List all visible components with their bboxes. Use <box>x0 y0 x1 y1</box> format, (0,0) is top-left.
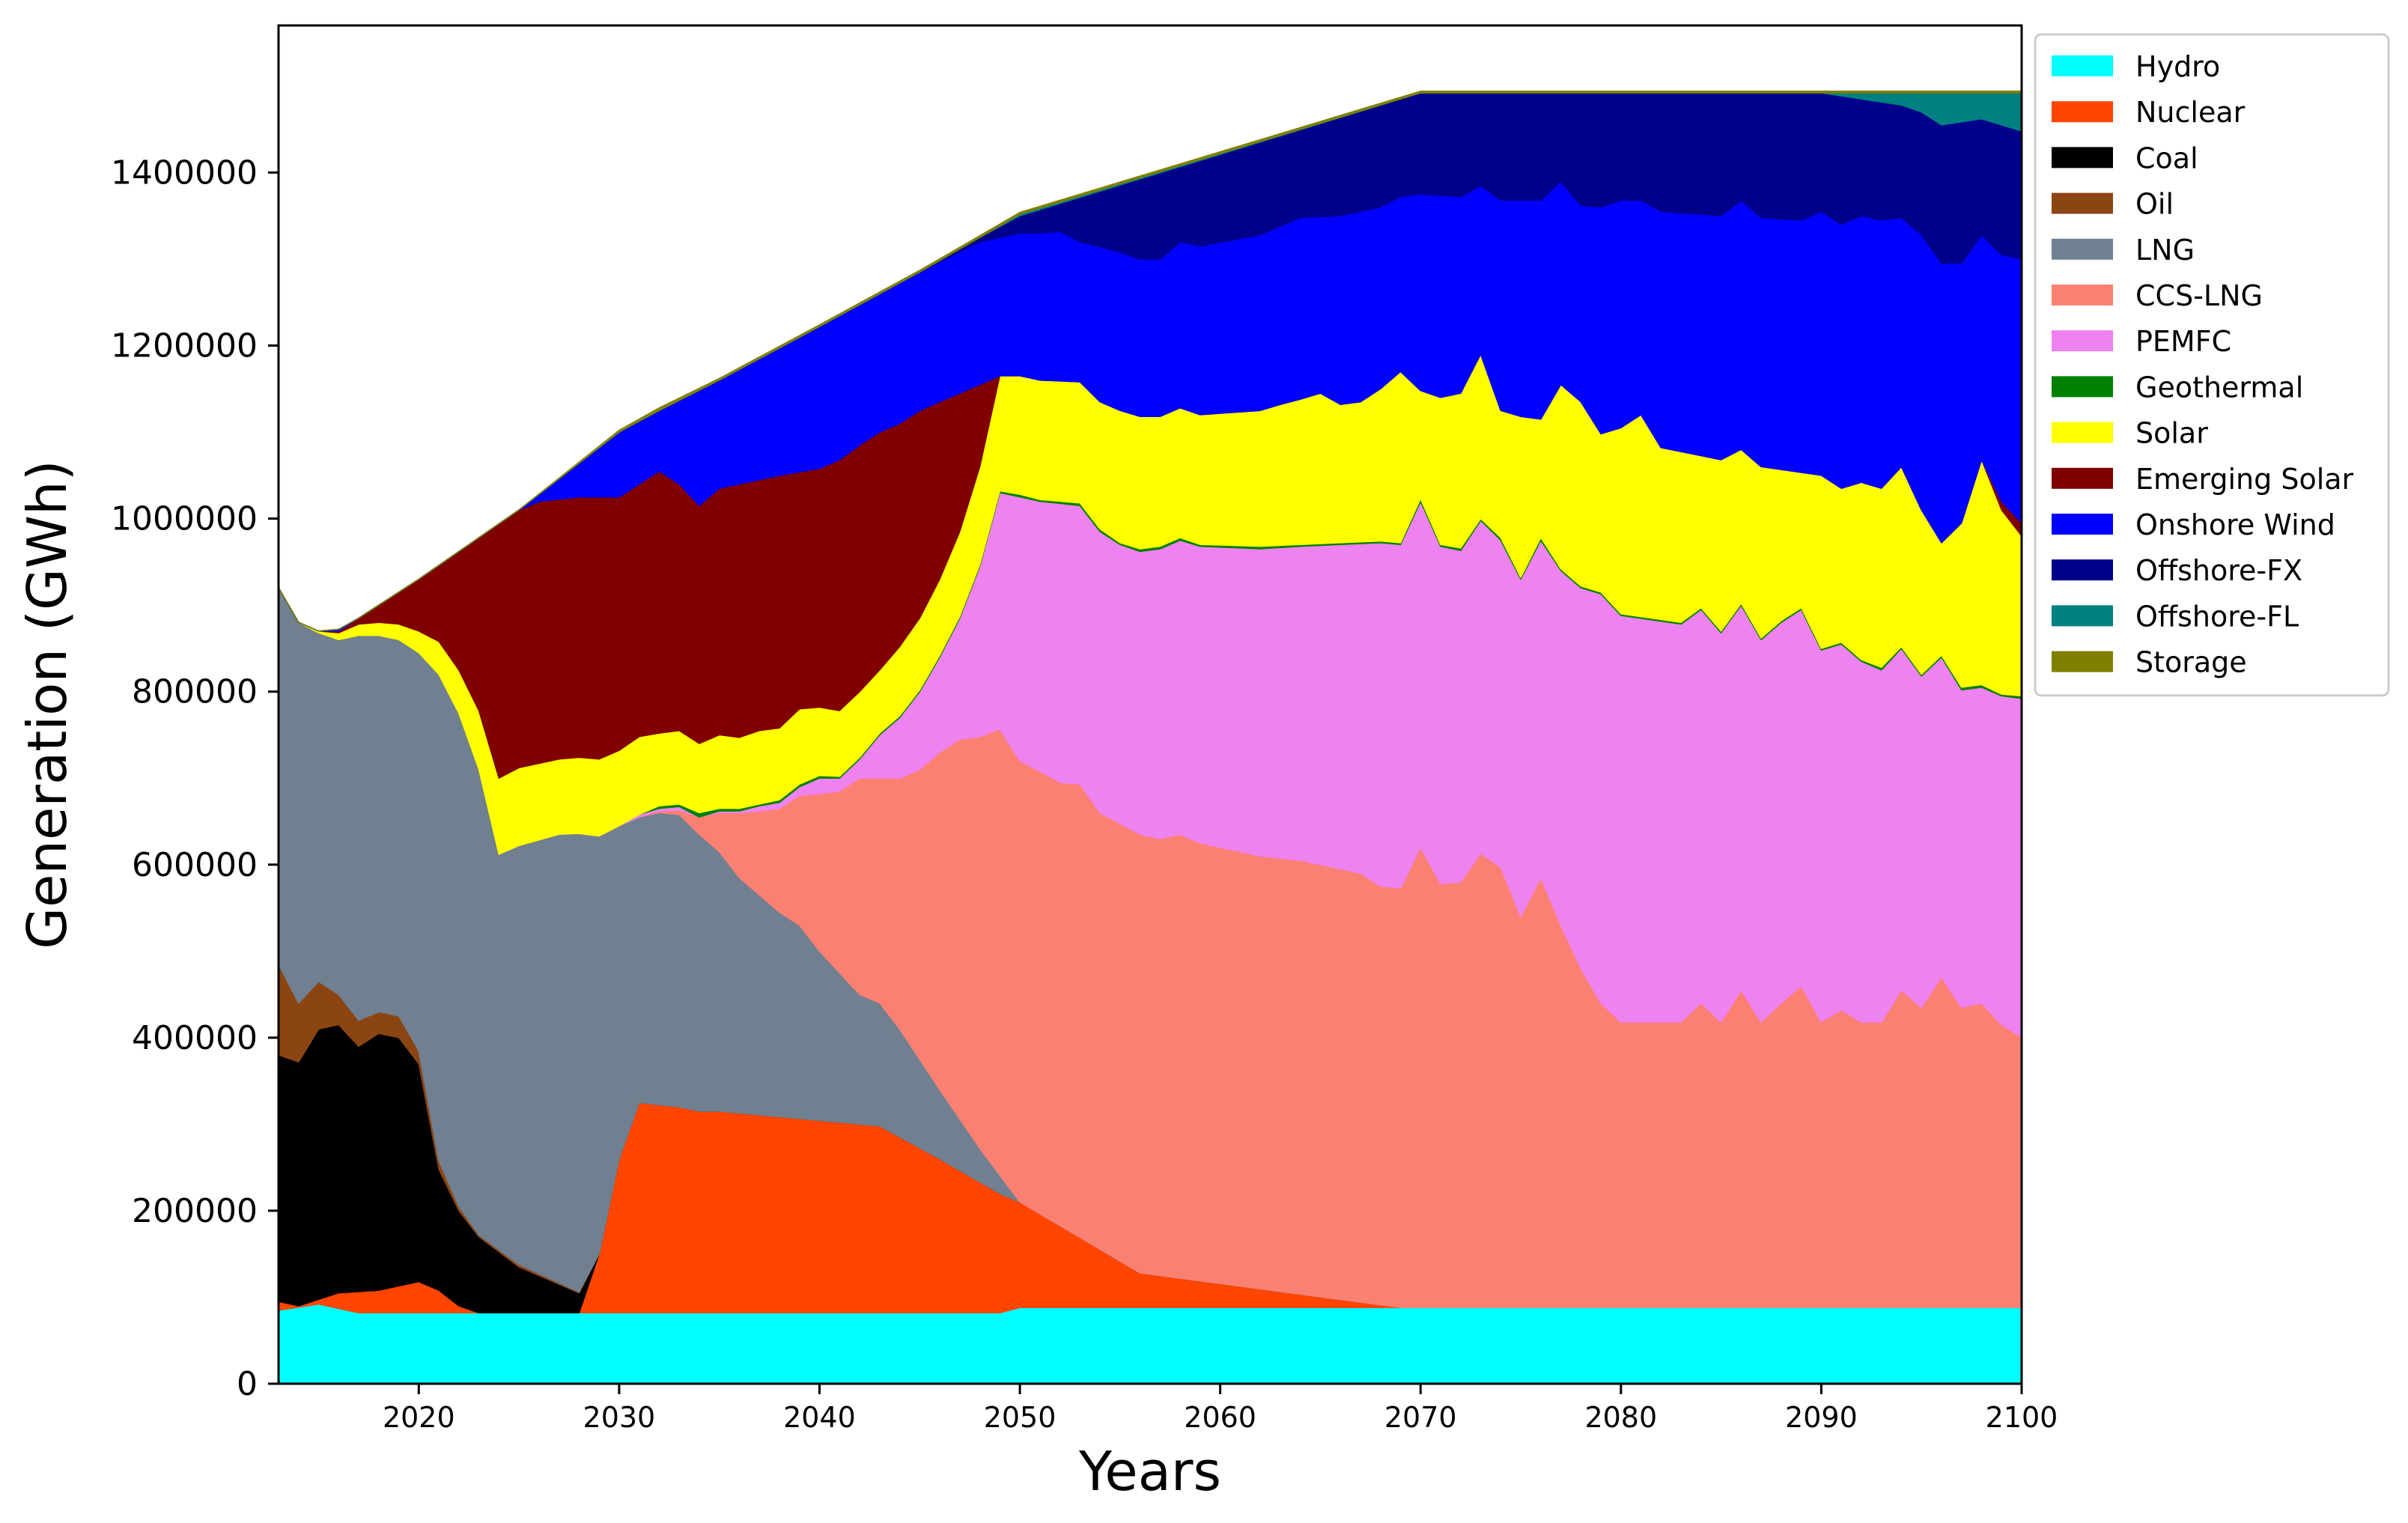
legend-label-pemfc: PEMFC <box>2135 325 2231 358</box>
y-tick-label: 600000 <box>132 846 258 884</box>
legend-label-geothermal: Geothermal <box>2135 371 2303 404</box>
legend-swatch-emerging-solar <box>2052 467 2113 489</box>
legend-label-hydro: Hydro <box>2135 50 2220 83</box>
legend-label-lng: LNG <box>2135 234 2195 267</box>
x-tick-label: 2020 <box>383 1401 455 1434</box>
legend-label-solar: Solar <box>2135 417 2208 450</box>
y-tick-label: 1400000 <box>111 153 258 192</box>
legend-label-oil: Oil <box>2135 188 2174 221</box>
x-tick-label: 2090 <box>1785 1401 1858 1434</box>
y-axis-ticks: 0 200000 400000 600000 800000 1000000 1200000 1… <box>111 153 279 1403</box>
legend-label-ccs-lng: CCS-LNG <box>2135 279 2263 312</box>
legend-swatch-nuclear <box>2052 101 2113 123</box>
legend-label-offshore-fx: Offshore-FX <box>2135 554 2302 587</box>
x-tick-label: 2060 <box>1184 1401 1256 1434</box>
legend-swatch-lng <box>2052 238 2113 260</box>
legend-swatch-storage <box>2052 651 2113 672</box>
legend-swatch-pemfc <box>2052 330 2113 352</box>
y-tick-label: 0 <box>237 1365 258 1403</box>
y-tick-label: 800000 <box>132 673 258 711</box>
legend-swatch-coal <box>2052 147 2113 168</box>
y-tick-label: 200000 <box>132 1192 258 1230</box>
legend-swatch-oil <box>2052 192 2113 214</box>
legend-label-nuclear: Nuclear <box>2135 96 2246 129</box>
legend-label-storage: Storage <box>2135 646 2247 679</box>
y-tick-label: 1000000 <box>111 500 258 538</box>
y-axis-label: Generation (GWh) <box>16 460 79 949</box>
x-tick-label: 2040 <box>783 1401 856 1434</box>
x-tick-label: 2100 <box>1986 1401 2058 1434</box>
legend-swatch-hydro <box>2052 55 2113 76</box>
area-series-group <box>278 91 2022 1384</box>
legend-frame <box>2034 33 2390 697</box>
plot-frame <box>277 24 2023 1385</box>
legend-label-onshore-wind: Onshore Wind <box>2135 508 2335 541</box>
y-tick-label: 400000 <box>132 1019 258 1057</box>
legend-label-emerging-solar: Emerging Solar <box>2135 463 2354 496</box>
legend-swatch-offshore-fx <box>2052 559 2113 581</box>
legend-swatch-geothermal <box>2052 376 2113 398</box>
x-tick-label: 2050 <box>984 1401 1056 1434</box>
legend: Hydro Nuclear Coal Oil LNG CCS-LNG PEMFC Geothe… <box>2034 33 2390 697</box>
x-axis-ticks: 2020 2030 2040 2050 2060 2070 2080 2090 2100 <box>383 1384 2058 1434</box>
legend-swatch-solar <box>2052 422 2113 443</box>
legend-swatch-ccs-lng <box>2052 285 2113 305</box>
legend-swatch-offshore-fl <box>2052 605 2113 627</box>
legend-label-coal: Coal <box>2135 142 2198 174</box>
legend-label-offshore-fl: Offshore-FL <box>2135 600 2299 633</box>
legend-swatch-onshore-wind <box>2052 514 2113 535</box>
x-tick-label: 2030 <box>583 1401 656 1434</box>
y-tick-label: 1200000 <box>111 327 258 365</box>
area-hydro <box>278 1303 2022 1384</box>
x-tick-label: 2080 <box>1584 1401 1657 1434</box>
x-tick-label: 2070 <box>1384 1401 1457 1434</box>
x-axis-label: Years <box>1078 1440 1221 1503</box>
